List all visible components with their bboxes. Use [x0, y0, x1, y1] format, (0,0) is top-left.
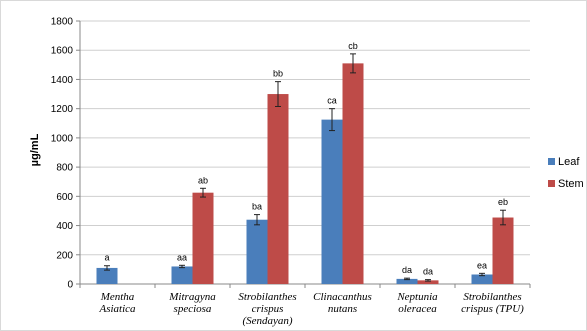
bar-leaf — [96, 267, 118, 284]
category-label-line: Strobilanthes — [463, 291, 521, 303]
y-tick-label: 1400 — [51, 75, 74, 86]
bar-leaf — [471, 274, 493, 284]
y-tick-label: 1200 — [51, 104, 74, 115]
category-label-line: nutans — [328, 303, 357, 315]
category-label: Neptunia oleracea — [396, 291, 438, 315]
bar-leaf — [396, 278, 418, 284]
bar-leaf — [321, 119, 343, 284]
data-label: ca — [327, 96, 337, 106]
bar-leaf — [171, 266, 193, 284]
data-label: da — [423, 267, 433, 277]
bar-stem — [417, 280, 439, 284]
y-tick-label: 400 — [56, 221, 73, 232]
y-tick-label: 1000 — [51, 133, 74, 144]
category-label-line: crispus — [252, 303, 284, 315]
category-label: Mentha Asiatica — [98, 291, 136, 315]
data-label: ba — [252, 202, 262, 212]
data-label: eb — [498, 197, 508, 207]
category-label: Clinacanthus nutans — [313, 291, 372, 315]
data-label: a — [104, 253, 109, 263]
data-label: bb — [273, 69, 283, 79]
data-label: ab — [198, 175, 208, 185]
category-label-line: Strobilanthes — [238, 291, 296, 303]
y-tick-label: 600 — [56, 192, 73, 203]
legend-label-stem: Stem — [558, 178, 584, 190]
data-label: cb — [348, 41, 358, 51]
category-label-line: Mentha — [100, 291, 135, 303]
legend-swatch-leaf — [548, 158, 555, 165]
bar-stem — [492, 217, 514, 284]
y-tick-label: 200 — [56, 250, 73, 261]
data-label: da — [402, 265, 412, 275]
y-tick-label: 1800 — [51, 17, 74, 28]
data-label: aa — [177, 252, 187, 262]
category-label: Strobilanthes crispus (TPU) — [461, 291, 524, 315]
bars — [96, 53, 514, 284]
legend-swatch-stem — [548, 180, 555, 187]
labels: 0 200 400 600 800 1000 1200 1400 1600 1800 Mentha A… — [51, 17, 524, 328]
bar-stem — [342, 63, 364, 284]
data-label: ea — [477, 260, 487, 270]
bar-stem — [192, 192, 214, 284]
bar-stem — [267, 94, 289, 284]
category-label-line: (Sendayan) — [242, 315, 292, 327]
category-label-line: Asiatica — [98, 303, 136, 315]
category-label-line: Clinacanthus — [313, 291, 372, 303]
axes — [76, 20, 531, 288]
category-label-line: speciosa — [174, 303, 212, 315]
y-tick-label: 0 — [67, 280, 73, 291]
category-label-line: Mitragyna — [168, 291, 216, 303]
category-label: Strobilanthes crispus (Sendayan) — [238, 291, 296, 327]
y-tick-label: 1600 — [51, 46, 74, 57]
category-label-line: crispus (TPU) — [461, 303, 524, 315]
legend: Leaf Stem — [548, 156, 584, 190]
y-axis-title: µg/mL — [29, 133, 41, 166]
category-label-line: oleracea — [398, 303, 437, 315]
gridlines — [80, 20, 530, 285]
category-label-line: Neptunia — [396, 291, 438, 303]
category-label: Mitragyna speciosa — [168, 291, 216, 315]
bar-leaf — [246, 219, 268, 284]
y-tick-label: 800 — [56, 163, 73, 174]
legend-label-leaf: Leaf — [558, 156, 580, 168]
